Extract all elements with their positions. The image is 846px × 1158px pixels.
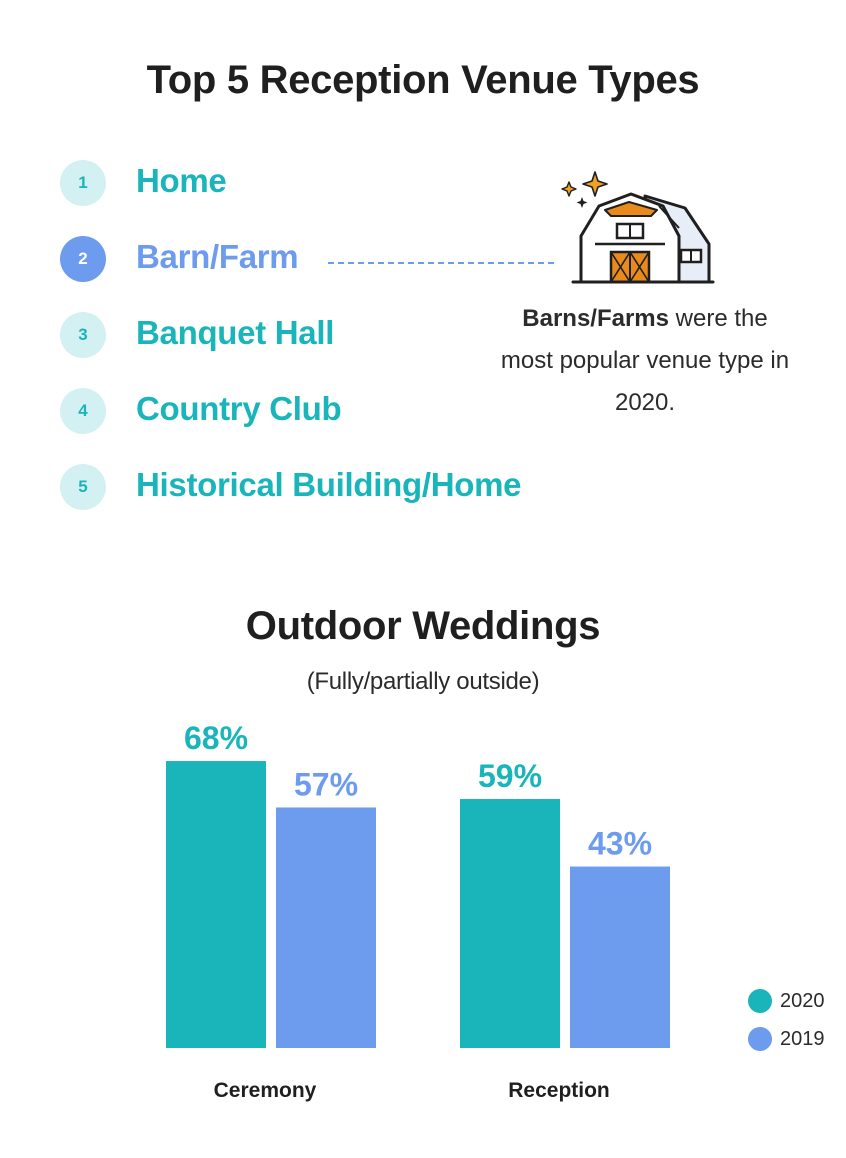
data-label: 57% xyxy=(294,766,358,802)
rank-badge: 3 xyxy=(60,312,106,358)
callout-text: Barns/Farms were the most popular venue … xyxy=(495,298,795,424)
venue-label: Home xyxy=(136,162,227,199)
callout-connector xyxy=(328,262,554,264)
rank-badge: 5 xyxy=(60,464,106,510)
bar-ceremony-2020 xyxy=(166,761,266,1048)
legend-item: 2019 xyxy=(748,1027,825,1051)
venue-label: Country Club xyxy=(136,390,342,427)
chart-title: Outdoor Weddings xyxy=(245,604,601,648)
data-label: 59% xyxy=(478,758,542,794)
sparkle-icon xyxy=(561,181,577,197)
sparkle-icon xyxy=(576,197,588,208)
chart-subtitle: (Fully/partially outside) xyxy=(306,668,540,695)
bar-reception-2020 xyxy=(460,799,560,1048)
callout-rest: were the most popular venue type in 2020… xyxy=(500,305,790,416)
barn-icon xyxy=(555,166,719,290)
data-label: 68% xyxy=(184,720,248,756)
venues-title: Top 5 Reception Venue Types xyxy=(146,58,700,102)
rank-badge: 1 xyxy=(60,160,106,206)
rank-badge: 2 xyxy=(60,236,106,282)
venue-label: Barn/Farm xyxy=(136,238,299,275)
venue-label: Historical Building/Home xyxy=(136,466,522,503)
legend-swatch xyxy=(748,1027,772,1051)
data-label: 43% xyxy=(588,826,652,862)
sparkle-icon xyxy=(582,171,608,197)
bar-reception-2019 xyxy=(570,866,670,1048)
legend-label: 2020 xyxy=(780,989,825,1012)
venue-label: Banquet Hall xyxy=(136,314,335,351)
category-label: Ceremony xyxy=(214,1079,317,1102)
bar-ceremony-2019 xyxy=(276,807,376,1048)
legend-label: 2019 xyxy=(780,1027,825,1050)
bar-chart: 68% 57% Ceremony 59% 43% Reception xyxy=(166,720,670,1102)
rank-badge: 4 xyxy=(60,388,106,434)
legend-swatch xyxy=(748,989,772,1013)
callout-bold: Barns/Farms xyxy=(522,305,669,332)
legend-item: 2020 xyxy=(748,989,825,1013)
category-label: Reception xyxy=(508,1079,610,1102)
